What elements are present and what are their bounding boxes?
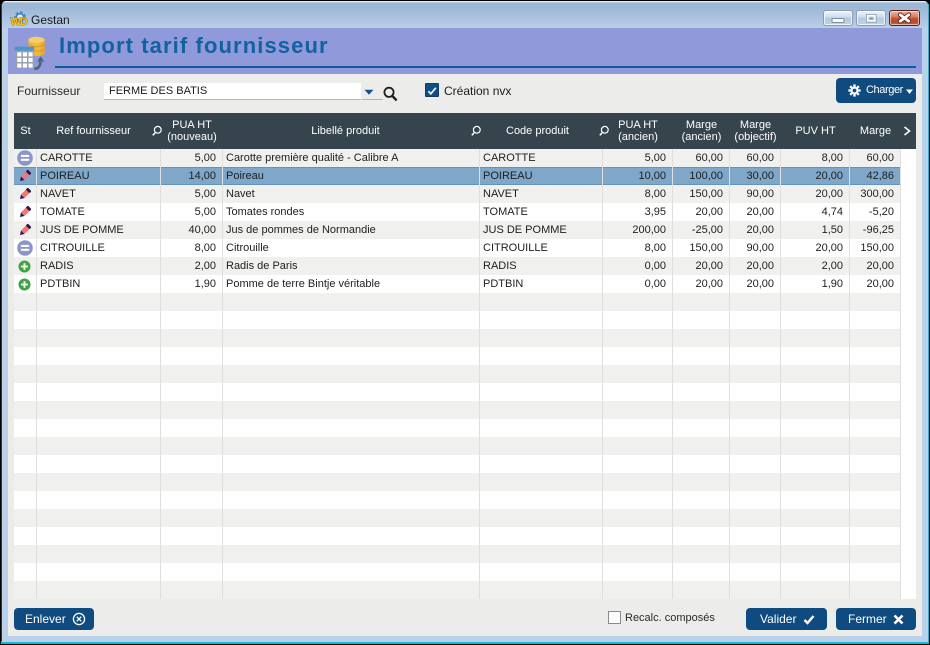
svg-text:WD: WD <box>10 16 27 27</box>
